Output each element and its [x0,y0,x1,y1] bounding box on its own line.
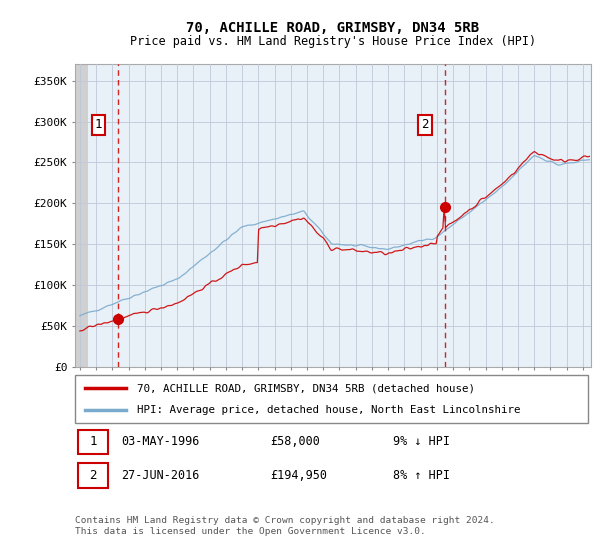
Text: 03-MAY-1996: 03-MAY-1996 [121,435,200,449]
Text: 27-JUN-2016: 27-JUN-2016 [121,469,200,482]
FancyBboxPatch shape [75,375,588,423]
Text: 8% ↑ HPI: 8% ↑ HPI [393,469,450,482]
Text: 2: 2 [89,469,97,482]
Text: 2: 2 [422,118,429,132]
Text: Contains HM Land Registry data © Crown copyright and database right 2024.
This d: Contains HM Land Registry data © Crown c… [75,516,495,536]
Text: £58,000: £58,000 [270,435,320,449]
Text: HPI: Average price, detached house, North East Lincolnshire: HPI: Average price, detached house, Nort… [137,405,520,415]
Text: 1: 1 [89,435,97,449]
Text: £194,950: £194,950 [270,469,327,482]
FancyBboxPatch shape [77,463,109,488]
Text: 1: 1 [95,118,102,132]
Text: 9% ↓ HPI: 9% ↓ HPI [393,435,450,449]
Text: 70, ACHILLE ROAD, GRIMSBY, DN34 5RB (detached house): 70, ACHILLE ROAD, GRIMSBY, DN34 5RB (det… [137,383,475,393]
FancyBboxPatch shape [77,430,109,454]
Text: Price paid vs. HM Land Registry's House Price Index (HPI): Price paid vs. HM Land Registry's House … [130,35,536,48]
Text: 70, ACHILLE ROAD, GRIMSBY, DN34 5RB: 70, ACHILLE ROAD, GRIMSBY, DN34 5RB [187,21,479,35]
